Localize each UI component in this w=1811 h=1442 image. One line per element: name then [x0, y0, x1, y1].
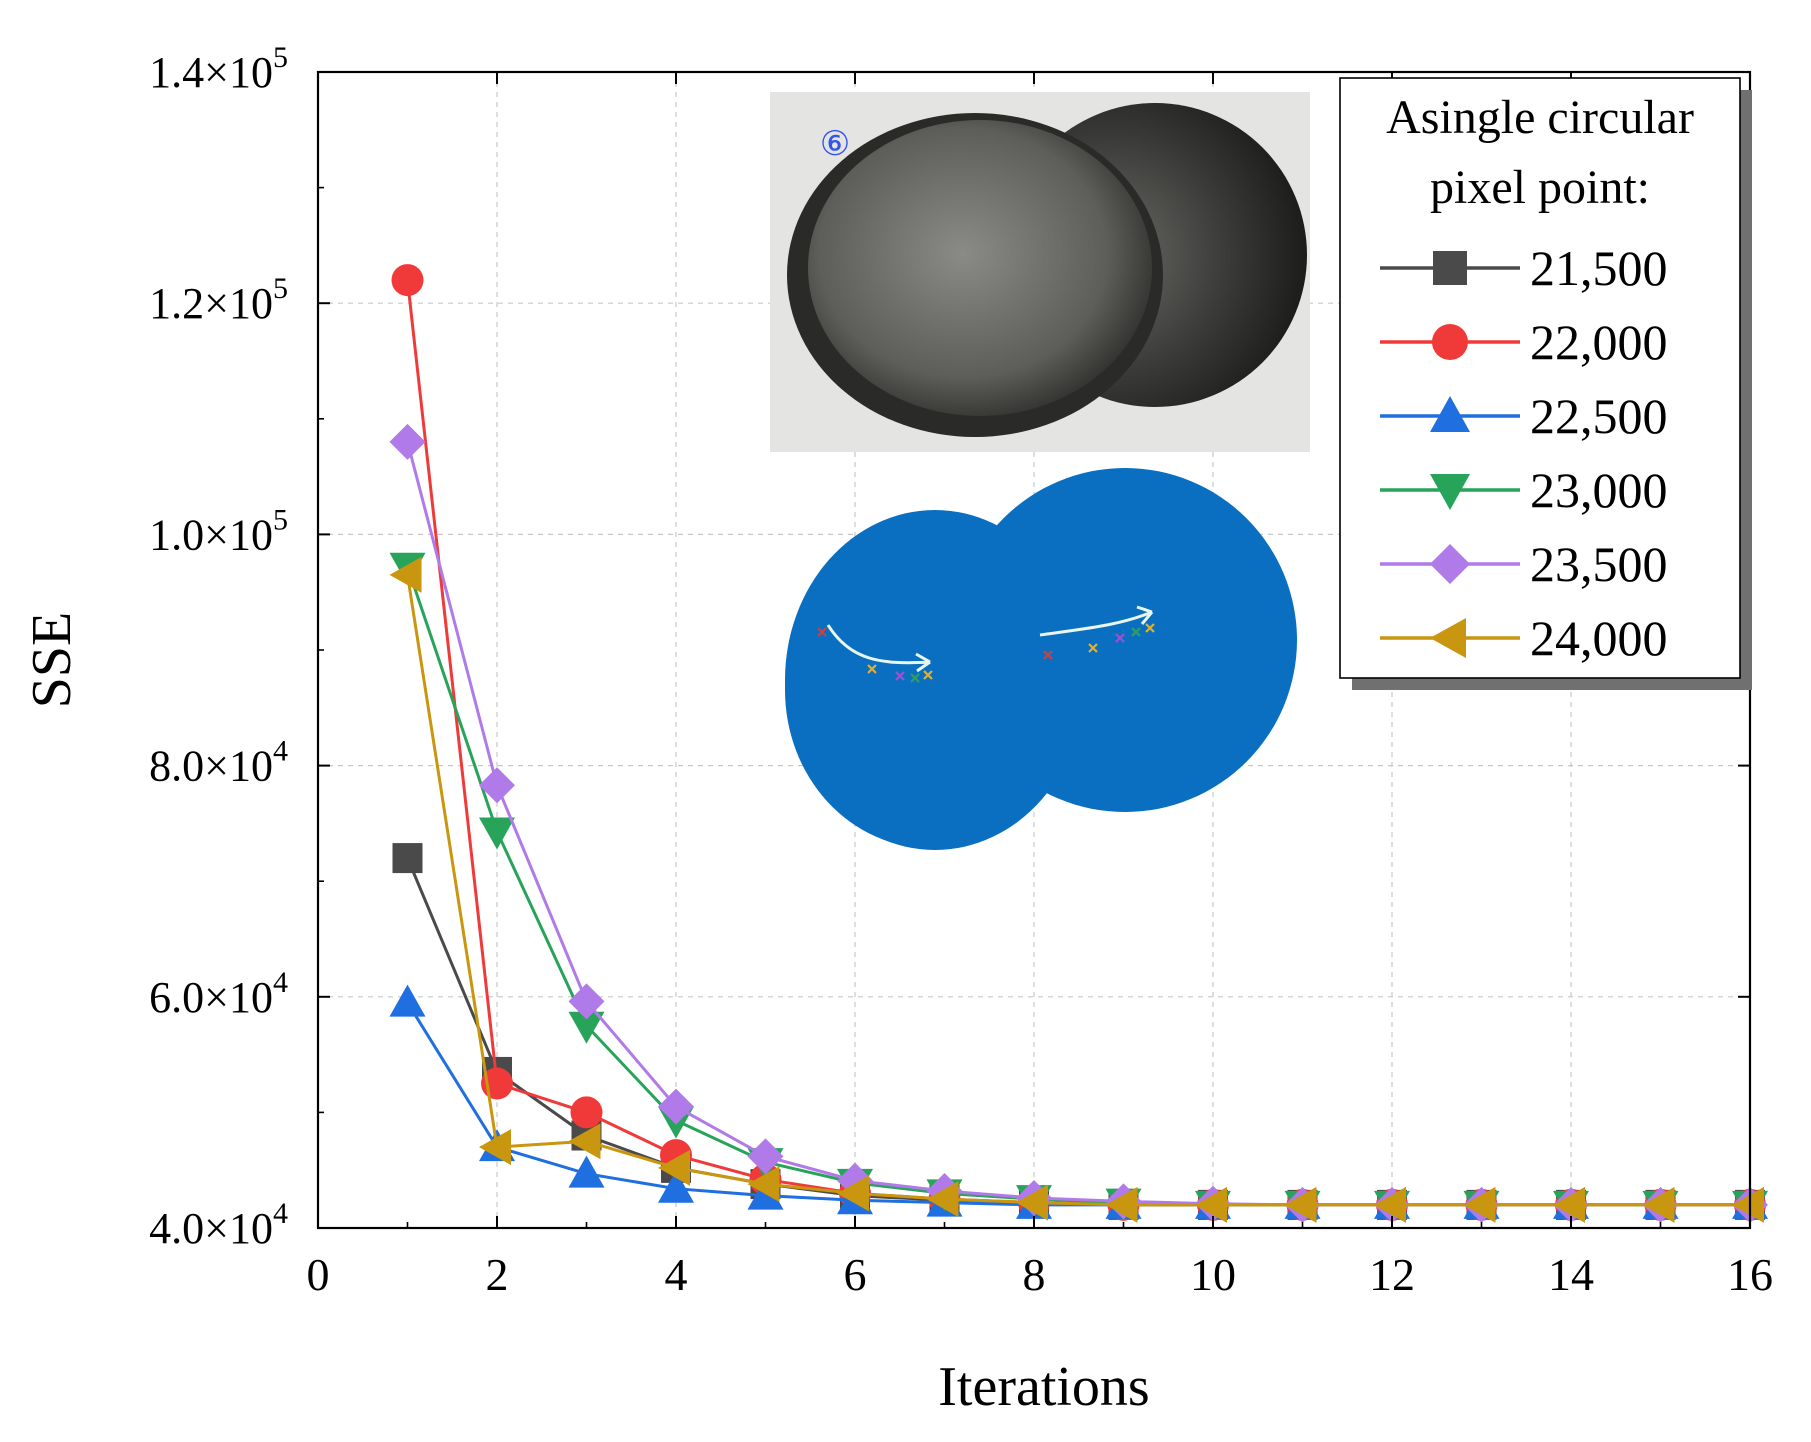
y-tick-label: 8.0×104: [149, 735, 288, 791]
marker-triangle-left: [1642, 1186, 1675, 1223]
arrow-left-head: [915, 652, 931, 673]
y-tick-label: 1.0×105: [149, 503, 288, 559]
legend: Asingle circular pixel point: 21,500 22,000…: [1339, 77, 1752, 690]
marker-triangle-down: [568, 1011, 605, 1044]
coin-front-face: [808, 120, 1152, 416]
centroid-marker: [1131, 627, 1141, 637]
legend-label: 22,500: [1530, 388, 1668, 444]
y-tick-label: 1.2×105: [149, 272, 288, 328]
legend-label: 23,500: [1530, 536, 1668, 592]
marker-triangle-left: [1553, 1186, 1585, 1223]
x-tick-label: 14: [1548, 1249, 1594, 1300]
marker-diamond: [568, 983, 605, 1020]
legend-entry: 23,000: [1380, 462, 1668, 518]
marker-circle: [570, 1096, 603, 1129]
marker-triangle-left: [926, 1181, 959, 1218]
x-tick-label: 6: [844, 1249, 867, 1300]
marker-diamond: [747, 1138, 784, 1175]
marker-circle: [391, 264, 424, 297]
x-axis-label: Iterations: [938, 1356, 1149, 1418]
arrow-right-head: [1136, 605, 1154, 625]
series-line: [406, 574, 1750, 1207]
marker-diamond: [658, 1088, 694, 1125]
marker-square: [392, 843, 423, 874]
y-axis-label: SSE: [21, 612, 83, 709]
legend-label: 23,000: [1530, 462, 1668, 518]
series-layer: [389, 264, 1768, 1223]
arrow-right-path: [1039, 610, 1153, 637]
legend-entry: 22,000: [1380, 314, 1668, 370]
y-tick-label: 4.0×104: [149, 1197, 288, 1253]
marker-triangle-left: [479, 1129, 511, 1166]
legend-title-line2: pixel point:: [1430, 161, 1650, 214]
marker-diamond: [479, 767, 515, 804]
centroid-marker: [867, 664, 877, 674]
inset-photo-label: ⑥: [820, 126, 850, 163]
marker-diamond: [389, 423, 426, 460]
legend-label: 24,000: [1530, 610, 1668, 666]
marker-triangle-left: [1732, 1186, 1764, 1223]
cluster-blob-left: [785, 532, 1075, 848]
series-line: [406, 1001, 1750, 1207]
marker-triangle-left: [1463, 1186, 1496, 1223]
marker-diamond: [1430, 544, 1470, 584]
legend-title-line1: Asingle circular: [1386, 91, 1694, 144]
centroid-marker: [1043, 650, 1053, 660]
marker-triangle-down: [479, 817, 515, 850]
x-tick-label: 0: [307, 1249, 330, 1300]
marker-circle: [1432, 324, 1468, 360]
marker-triangle-left: [1374, 1186, 1406, 1223]
y-tick-label: 6.0×104: [149, 966, 288, 1022]
marker-triangle-left: [1105, 1186, 1138, 1223]
centroid-marker: [1115, 633, 1125, 643]
marker-triangle-left: [568, 1123, 601, 1160]
marker-triangle-up: [1430, 396, 1470, 432]
marker-triangle-left: [1195, 1186, 1227, 1223]
marker-triangle-up: [568, 1155, 605, 1188]
centroid-marker: [1088, 643, 1098, 653]
marker-triangle-left: [658, 1149, 690, 1186]
legend-label: 21,500: [1530, 240, 1668, 296]
marker-triangle-left: [1284, 1186, 1317, 1223]
centroid-marker: [895, 671, 905, 681]
x-tick-label: 8: [1023, 1249, 1046, 1300]
marker-triangle-left: [1430, 618, 1466, 658]
centroid-marker: [910, 673, 920, 683]
inset-images: ⑥: [770, 92, 1310, 850]
x-tick-label: 16: [1727, 1249, 1773, 1300]
legend-entry: 22,500: [1380, 388, 1668, 444]
legend-entry: 24,000: [1380, 610, 1668, 666]
marker-triangle-left: [837, 1175, 869, 1212]
x-tick-label: 10: [1190, 1249, 1236, 1300]
y-tick-label: 1.4×105: [149, 41, 288, 97]
centroid-marker: [923, 670, 933, 680]
legend-label: 22,000: [1530, 314, 1668, 370]
x-tick-label: 2: [486, 1249, 509, 1300]
marker-square: [1433, 251, 1467, 285]
marker-triangle-up: [389, 984, 426, 1017]
marker-triangle-left: [389, 556, 422, 593]
legend-entry: 23,500: [1380, 536, 1668, 592]
marker-triangle-left: [1016, 1184, 1048, 1221]
legend-box: [1339, 77, 1741, 679]
centroid-marker: [1145, 623, 1155, 633]
series-21500: [392, 843, 1765, 1220]
legend-entry: 21,500: [1380, 240, 1668, 296]
marker-triangle-down: [1430, 474, 1470, 510]
series-line: [406, 857, 1750, 1207]
marker-triangle-up: [658, 1170, 694, 1203]
series-24000: [389, 556, 1764, 1223]
x-tick-label: 12: [1369, 1249, 1415, 1300]
x-tick-label: 4: [665, 1249, 688, 1300]
marker-triangle-left: [747, 1166, 780, 1203]
arrow-left-path: [826, 624, 931, 665]
centroid-marker: [817, 627, 827, 637]
